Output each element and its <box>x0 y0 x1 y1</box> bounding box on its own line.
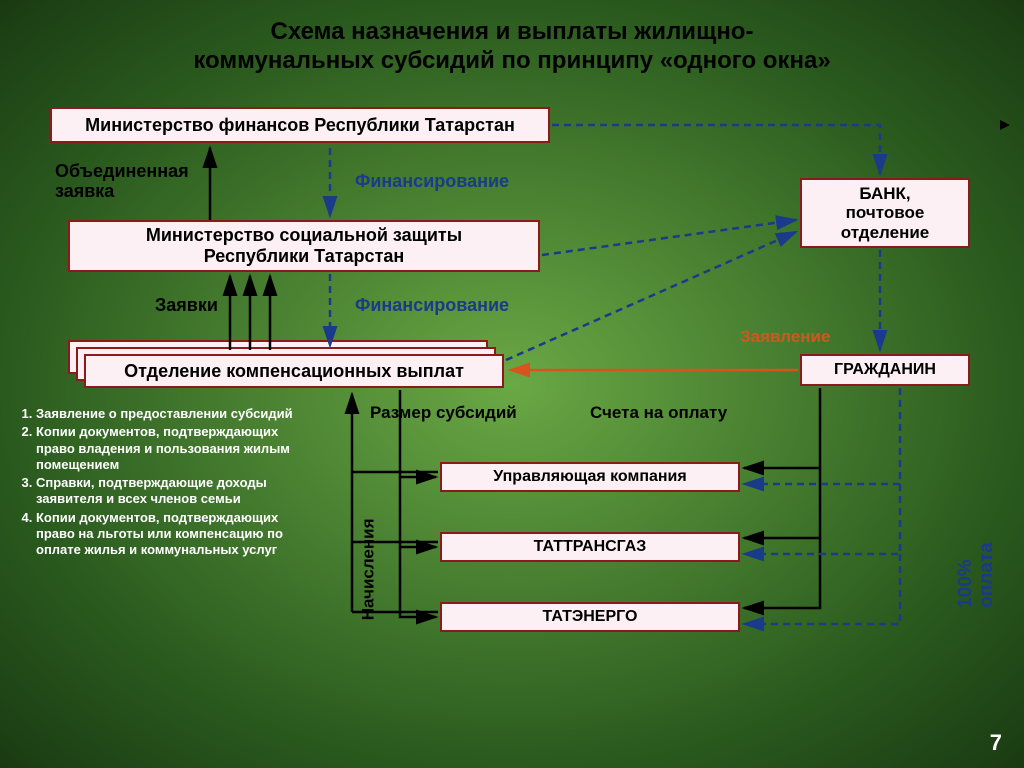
node-citizen-label: ГРАЖДАНИН <box>834 361 936 379</box>
node-citizen: ГРАЖДАНИН <box>800 354 970 386</box>
page-number: 7 <box>990 730 1002 756</box>
node-gaz-label: ТАТТРАНСГАЗ <box>534 538 647 556</box>
document-list-item: Заявление о предоставлении субсидий <box>36 406 294 422</box>
node-minsoc: Министерство социальной защиты Республик… <box>68 220 540 272</box>
document-list-item: Копии документов, подтверждающих право н… <box>36 510 294 559</box>
page-title: Схема назначения и выплаты жилищно- комм… <box>0 18 1024 76</box>
node-minfin: Министерство финансов Республики Татарст… <box>50 107 550 143</box>
document-list-item: Копии документов, подтверждающих право в… <box>36 424 294 473</box>
label-subsidy-size: Размер субсидий <box>370 404 517 423</box>
title-line2: коммунальных субсидий по принципу «одног… <box>193 47 830 74</box>
node-minsoc-label: Министерство социальной защиты Республик… <box>146 225 462 266</box>
document-list: Заявление о предоставлении субсидий Копии… <box>14 406 294 560</box>
label-financing-1: Финансирование <box>355 172 509 192</box>
node-tatenergo: ТАТЭНЕРГО <box>440 602 740 632</box>
node-compensation-dept: Отделение компенсационных выплат <box>84 354 504 388</box>
node-bank-label: БАНК, почтовое отделение <box>841 184 930 243</box>
node-bank: БАНК, почтовое отделение <box>800 178 970 248</box>
label-bills: Счета на оплату <box>590 404 727 423</box>
label-accruals: Начисления <box>360 518 379 620</box>
title-line1: Схема назначения и выплаты жилищно- <box>271 18 754 45</box>
label-requests: Заявки <box>155 296 218 316</box>
node-mgmt-company: Управляющая компания <box>440 462 740 492</box>
label-financing-2: Финансирование <box>355 296 509 316</box>
label-application: Заявление <box>740 328 830 347</box>
node-mgmt-label: Управляющая компания <box>493 468 686 486</box>
node-energo-label: ТАТЭНЕРГО <box>543 608 638 626</box>
node-minfin-label: Министерство финансов Республики Татарст… <box>85 115 515 136</box>
node-comp-label: Отделение компенсационных выплат <box>124 361 464 382</box>
node-tattransgaz: ТАТТРАНСГАЗ <box>440 532 740 562</box>
document-list-item: Справки, подтверждающие доходы заявителя… <box>36 475 294 508</box>
label-100pct-payment: 100% оплата <box>956 514 998 608</box>
label-unified-request: Объединеннаязаявка <box>55 162 189 202</box>
